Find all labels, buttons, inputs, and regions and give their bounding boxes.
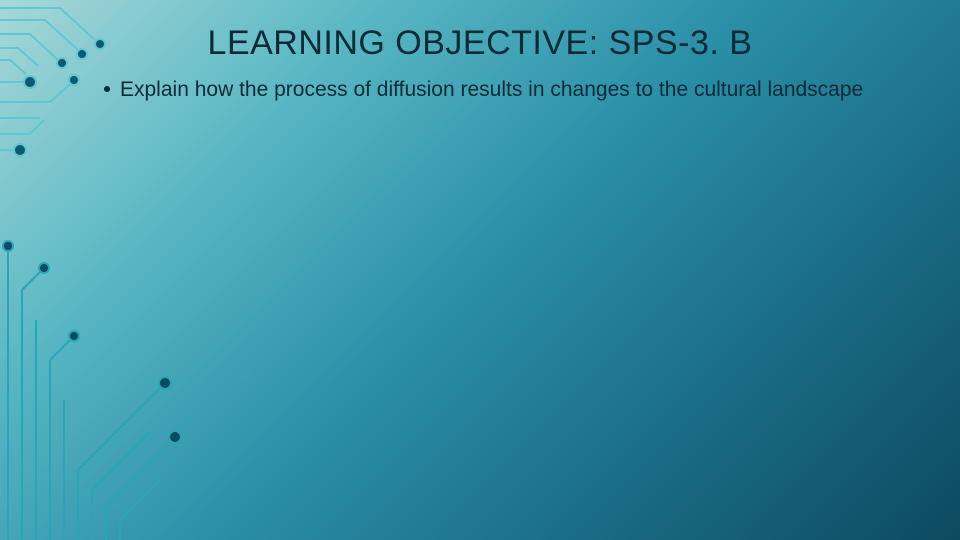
bullet-text: Explain how the process of diffusion res… [120,76,863,104]
bullet-item: Explain how the process of diffusion res… [104,76,900,104]
slide-title: LEARNING OBJECTIVE: SPS-3. B [0,24,960,63]
bullet-dot-icon [104,86,110,92]
slide: LEARNING OBJECTIVE: SPS-3. B Explain how… [0,0,960,540]
